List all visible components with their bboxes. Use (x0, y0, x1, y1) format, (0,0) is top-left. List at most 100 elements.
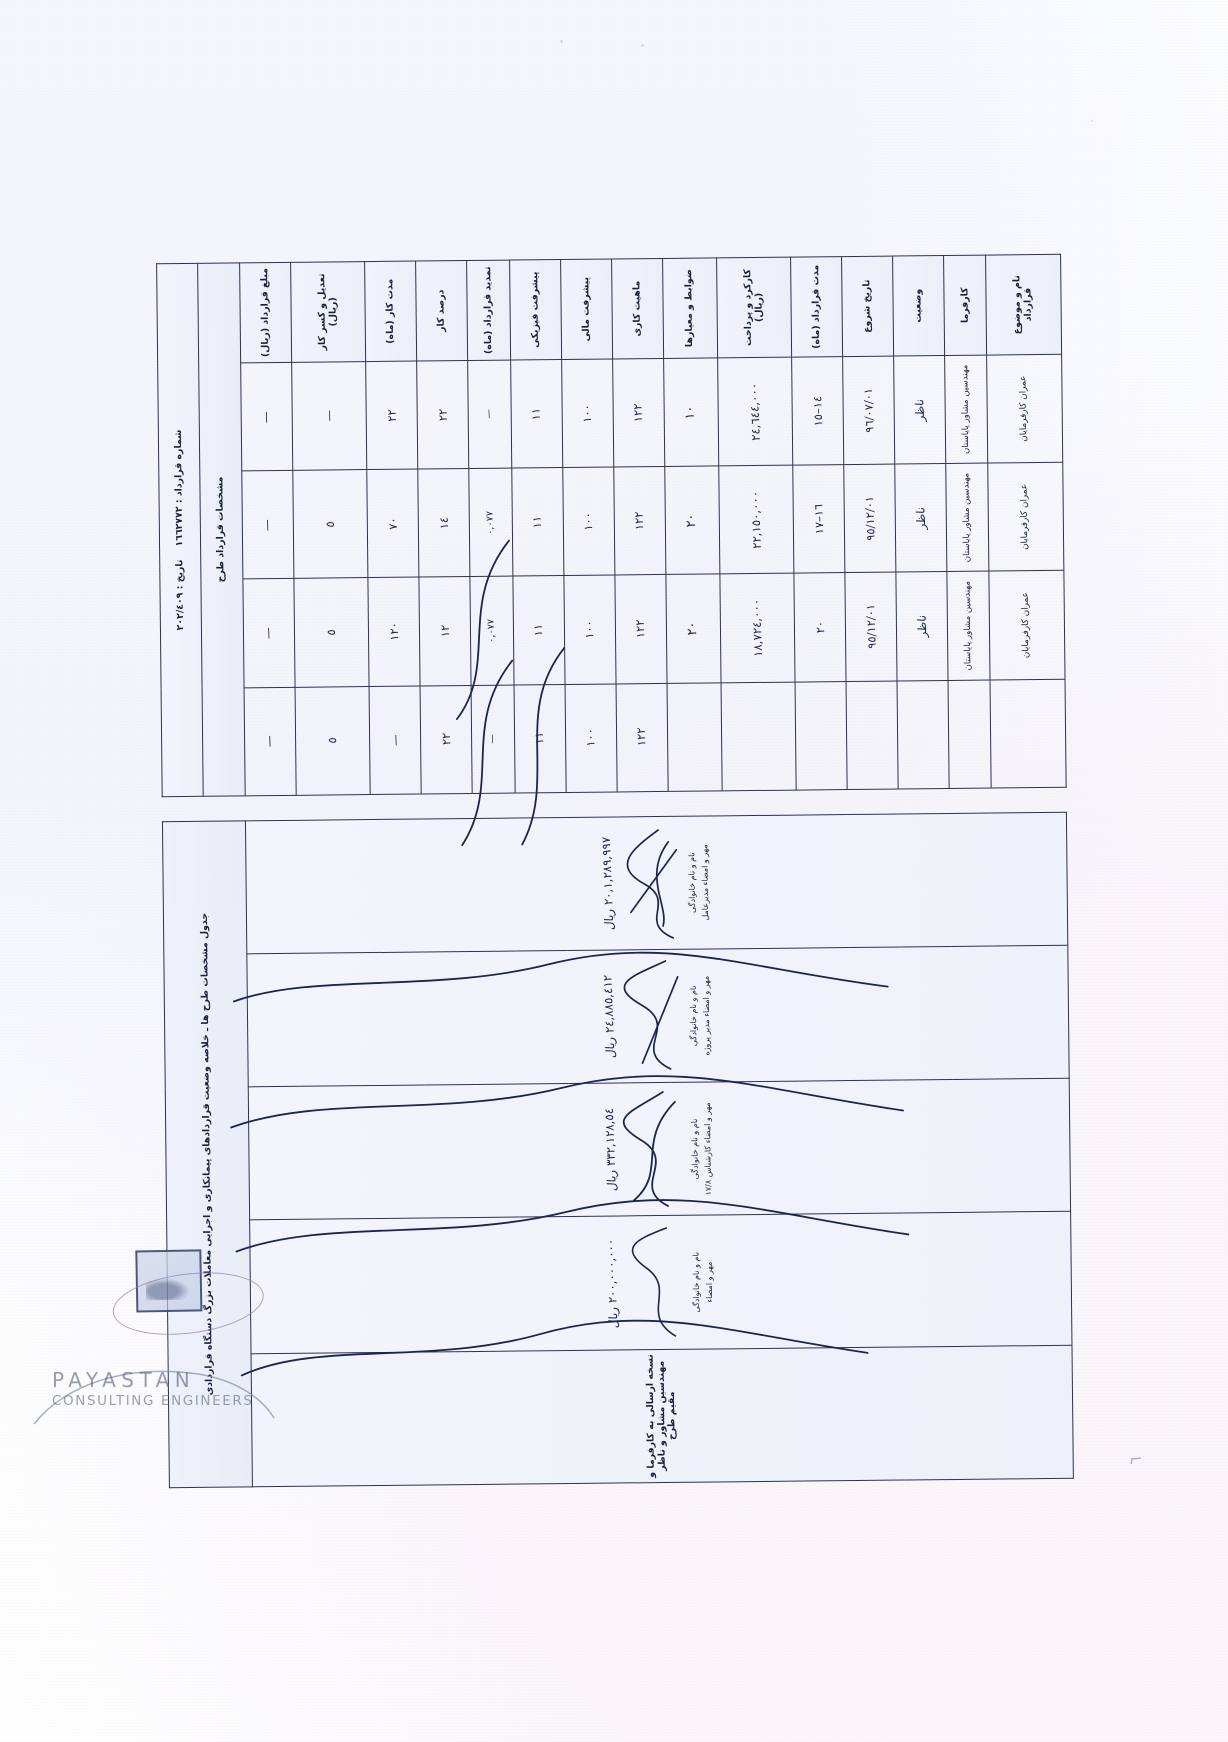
cell-days-delay-c3: ١٢٠ (368, 576, 421, 686)
signature-amount-3: ٣٣٢,١٢٨,٥٤ ریال (601, 1107, 620, 1192)
row-header-contract-amount: مبلغ قرارداد (ریال) (239, 261, 292, 363)
document-meta-cell: شماره قرارداد : ١٦٦٢٧٧٢ تاریخ : ٢٠٢/٤٠٩ (156, 262, 204, 797)
spacer-cell (617, 791, 668, 817)
scan-speck (560, 40, 563, 43)
spacer-cell (722, 789, 797, 815)
row-header-contract-ext: تمدید قرارداد (ماه) (466, 259, 511, 360)
row-header-fin-progress: پیشرفت مالی (560, 258, 613, 359)
spacer-cell (371, 793, 422, 819)
cell-days-delay-c2: ٧٠ (367, 468, 420, 578)
spacer-cell (203, 795, 245, 820)
cell-start-date-c1: ٩٦/٠٧/٠١ (842, 355, 896, 465)
row-header-progress-pct: درصد کار (415, 260, 469, 361)
row-header-start-date: تاریخ شروع (841, 255, 894, 356)
spacer-cell (296, 794, 371, 820)
row-header-phys-progress: پیشرفت فیزیکی (509, 259, 562, 360)
cell-duration-c4 (795, 680, 848, 790)
spacer-cell (899, 788, 950, 814)
cell-final-amount-c2: ٢٢,١٥٠,٠٠٠ (718, 464, 795, 574)
signature-scrawl-4 (623, 1219, 690, 1346)
signature-block-4: ٢٠٠,٠٠٠,٠٠٠ ریال نام و نام خانوادگی مهر … (249, 1211, 1072, 1354)
row-header-employer: کارفرما (943, 254, 987, 355)
cell-project-name-c4 (990, 678, 1066, 788)
header-date-value: ٢٠٢/٤٠٩ (174, 592, 186, 630)
header-ref-label: شماره قرارداد : (172, 428, 185, 503)
cell-adjustment-c2: ٥ (292, 469, 369, 579)
cell-contract-ext-c1: — (468, 359, 512, 469)
document-body: شماره قرارداد : ١٦٦٢٧٧٢ تاریخ : ٢٠٢/٤٠٩ … (156, 253, 1074, 1488)
cell-phys-progress-c2: ١١ (511, 467, 564, 576)
cell-duration-c1: ١٤–١٥ (791, 355, 845, 465)
logo-swoosh-icon (33, 1370, 275, 1425)
rotated-document: شماره قرارداد : ١٦٦٢٧٧٢ تاریخ : ٢٠٢/٤٠٩ … (125, 221, 1103, 1521)
signature-block-3: ٣٣٢,١٢٨,٥٤ ریال نام و نام خانوادگی مهر و… (248, 1077, 1071, 1220)
cell-adjustment-c1: — (291, 360, 368, 470)
cell-status-c3: ناظر (896, 571, 949, 681)
group-label-left: مشخصات قرارداد طرح (197, 262, 246, 796)
cell-approved-q-c1: ١٠ (663, 357, 719, 467)
cell-adjustment-c4: ٥ (295, 685, 371, 795)
signature-scrawl-3 (621, 1085, 688, 1212)
official-stamp (109, 1243, 268, 1343)
scan-speck (641, 44, 644, 47)
cell-project-name-c1: عمران کارفرمایان (986, 353, 1063, 463)
cell-contract-ext-c2: ٠,٠٧٧ (469, 467, 513, 577)
cell-final-amount-c4 (721, 681, 797, 791)
company-logo: PAYASTAN CONSULTING ENGINEERS (33, 1368, 292, 1425)
spacer-cell (566, 791, 617, 817)
cell-progress-pct-c4: ٢٢ (420, 684, 473, 794)
cell-progress-pct-c3: ١٢ (419, 576, 472, 686)
cell-adjustment-c3: ٥ (293, 577, 370, 687)
spacer-cell (796, 789, 847, 815)
spacer-cell (668, 790, 722, 816)
cell-days-delay-c1: ٢٢ (365, 360, 419, 470)
signature-amount-1: ٢٠,١,٢٨٩,٩٩٧ ریال (598, 836, 617, 930)
header-ref-value: ١٦٦٢٧٧٢ (173, 505, 185, 547)
logo-company-name: PAYASTAN (52, 1368, 196, 1392)
cell-project-name-c3: عمران کارفرمایان (989, 570, 1065, 680)
row-header-status: وضعیت (892, 255, 946, 356)
row-header-duration: مدت قرارداد (ماه) (790, 256, 843, 357)
cell-fin-progress-c4: ١٠٠ (564, 683, 618, 792)
cell-status-c4 (897, 679, 950, 789)
cell-progress-pct-c1: ٢٢ (417, 359, 470, 469)
cell-start-date-c2: ٩٥/١٢/٠١ (844, 463, 897, 573)
row-header-days-delay: مدت کار (ماه) (364, 260, 418, 361)
cell-approved-q-c3: ٢٠ (665, 573, 722, 683)
signature-amount-2: ٢٤,٨٨٥,٤١٢ ریال (600, 974, 618, 1059)
cell-start-date-c3: ٩٥/١٢/٠١ (845, 571, 898, 681)
cell-phys-progress-c4: ١١ (513, 683, 566, 793)
cell-work-field-c3: ١٢٢ (614, 574, 667, 684)
cell-contract-ext-c4: — (471, 684, 515, 793)
cell-duration-c2: ١٦–١٧ (793, 464, 846, 573)
signature-block-1: ٢٠,١,٢٨٩,٩٩٧ ریال نام و نام خانوادگی مهر… (245, 811, 1068, 954)
spacer-cell (245, 795, 296, 821)
row-header-project-name: نام و موضوع قرارداد (985, 253, 1062, 355)
scan-speck (1091, 120, 1093, 122)
spacer-cell (162, 796, 204, 821)
header-date-label: تاریخ : (173, 559, 186, 589)
cell-contract-ext-c3: ٠,٠٧٧ (470, 575, 514, 685)
signature-title-4: نام و نام خانوادگی (691, 1251, 702, 1313)
cell-employer-c3: مهندسین مشاور پایاستان (947, 570, 991, 680)
cell-work-field-c4: ١٢٢ (615, 682, 669, 792)
cell-employer-c4 (948, 679, 992, 788)
spacer-cell (991, 787, 1066, 813)
signature-title-1: نام و نام خانوادگی (687, 851, 698, 913)
signature-role-2: مهر و امضاء مدیر پروژه (701, 975, 712, 1056)
spacer-cell (950, 787, 992, 812)
cell-contract-amount-c2: — (241, 469, 294, 579)
cell-contract-amount-c3: — (242, 578, 296, 687)
cell-status-c1: ناظر (893, 354, 947, 464)
contract-summary-table: شماره قرارداد : ١٦٦٢٧٧٢ تاریخ : ٢٠٢/٤٠٩ … (156, 253, 1074, 1488)
cell-duration-c3: ٢٠ (794, 572, 847, 682)
cell-work-field-c2: ١٢٢ (613, 466, 666, 575)
cell-approved-q-c2: ٢٠ (664, 465, 720, 575)
cell-phys-progress-c1: ١١ (510, 358, 563, 468)
row-header-adjustment: تعدیل و کسر کار (ریال) (290, 261, 366, 362)
cell-work-field-c1: ١٢٢ (612, 357, 665, 467)
spacer-cell (473, 792, 516, 817)
signature-scrawl-1 (618, 819, 685, 946)
cell-final-amount-c3: ١٨,٧٢٤,٠٠٠ (719, 572, 796, 682)
